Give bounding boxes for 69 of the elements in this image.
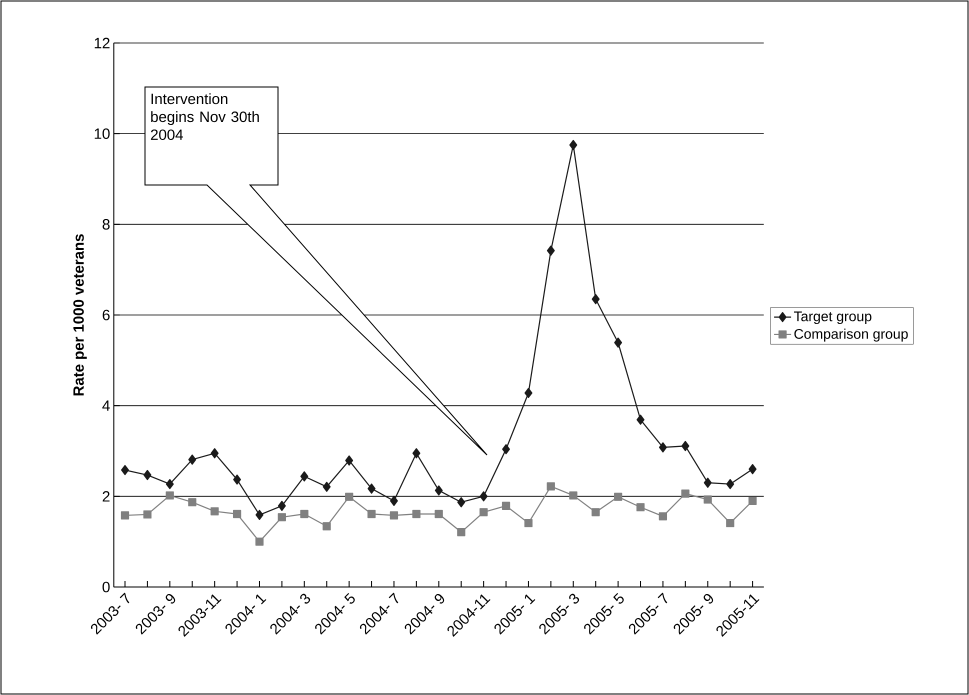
point	[457, 528, 466, 536]
point	[480, 508, 488, 516]
y-axis-title: Rate per 1000 veterans	[73, 234, 87, 396]
point	[592, 508, 600, 516]
point	[569, 140, 578, 150]
point	[143, 510, 152, 519]
point	[210, 507, 219, 516]
point	[502, 502, 510, 510]
point	[232, 510, 242, 518]
point	[412, 448, 420, 458]
point	[345, 455, 354, 466]
point	[143, 470, 152, 480]
point	[166, 479, 174, 490]
point	[434, 485, 443, 496]
point	[120, 511, 130, 520]
point	[636, 414, 644, 425]
point	[658, 512, 668, 520]
point	[121, 464, 129, 476]
point	[390, 496, 398, 506]
point	[233, 474, 242, 485]
point	[658, 442, 667, 452]
legend-label: Comparison group	[794, 328, 908, 342]
point	[166, 491, 174, 500]
point	[345, 492, 354, 501]
y-tick-label: 10	[94, 128, 110, 139]
point	[546, 246, 555, 256]
y-tick-label: 6	[102, 310, 110, 320]
point	[681, 490, 690, 498]
point	[546, 482, 555, 490]
point	[569, 491, 578, 500]
point	[368, 484, 376, 494]
point	[188, 498, 196, 506]
point	[457, 497, 466, 508]
point	[434, 510, 443, 518]
point	[524, 388, 532, 398]
y-tick-label: 8	[102, 219, 110, 230]
point	[255, 538, 264, 546]
point	[278, 513, 286, 522]
point	[524, 518, 533, 528]
point	[210, 448, 219, 458]
point	[704, 478, 712, 488]
point	[726, 479, 734, 490]
point	[256, 510, 264, 520]
point	[390, 511, 398, 520]
point	[748, 464, 757, 474]
point	[726, 518, 734, 528]
point	[614, 338, 622, 348]
point	[502, 444, 510, 454]
point	[412, 510, 420, 518]
point	[188, 454, 196, 465]
point	[636, 503, 645, 512]
point	[278, 500, 286, 511]
point	[614, 492, 622, 501]
y-tick-label: 4	[102, 400, 110, 411]
y-tick-label: 12	[94, 38, 110, 48]
point	[322, 522, 331, 530]
point	[367, 510, 376, 518]
point	[300, 471, 308, 482]
point	[681, 440, 690, 452]
point	[480, 491, 488, 502]
point	[592, 294, 600, 304]
y-tick-label: 2	[102, 491, 110, 502]
point	[704, 495, 712, 504]
y-tick-label: 0	[102, 582, 110, 592]
annotation: Intervention begins Nov 30th 2004	[150, 93, 259, 140]
point	[300, 510, 308, 518]
point	[748, 496, 757, 505]
point	[322, 482, 331, 492]
legend-label: Target group	[794, 312, 872, 324]
